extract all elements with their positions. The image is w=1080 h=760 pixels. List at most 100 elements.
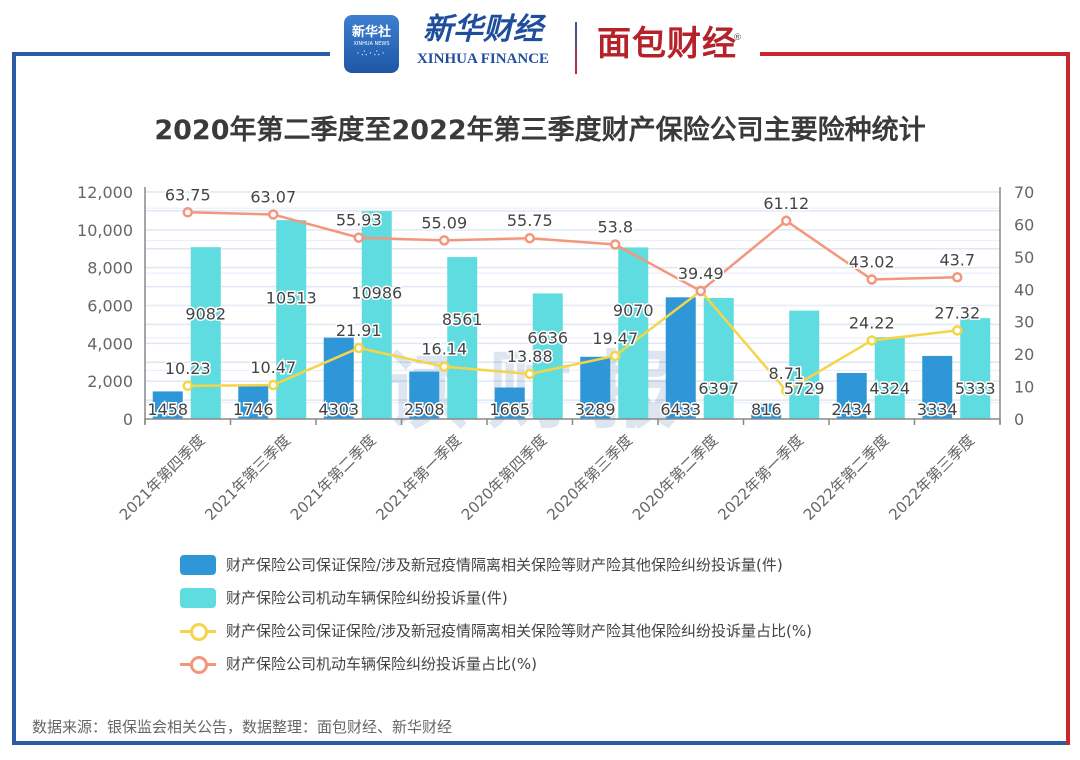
- legend-item-vehicle-share[interactable]: 财产保险公司机动车辆保险纠纷投诉量占比(%): [180, 647, 812, 680]
- right-axis-tick-label: 20: [1014, 345, 1034, 364]
- frame-left-border: [12, 52, 16, 745]
- line-point: [182, 207, 193, 218]
- legend-item-guarantee-count[interactable]: 财产保险公司保证保险/涉及新冠疫情隔离相关保险等财产险其他保险纠纷投诉量(件): [180, 548, 812, 581]
- bar-guarantee-value-label: 2508: [404, 400, 445, 419]
- line-point: [781, 385, 792, 397]
- bar-vehicle-value-label: 5333: [955, 379, 996, 398]
- line-guarantee-value-label: 39.49: [678, 264, 724, 283]
- right-axis-tick-label: 60: [1014, 215, 1034, 234]
- legend-item-guarantee-share[interactable]: 财产保险公司保证保险/涉及新冠疫情隔离相关保险等财产险其他保险纠纷投诉量占比(%…: [180, 614, 812, 647]
- x-axis-category-label: 2020年第四季度: [458, 431, 551, 524]
- xinhua-news-logo-cn: 新华社: [351, 25, 391, 40]
- right-axis-tick-label: 30: [1014, 313, 1034, 332]
- data-source-note: 数据来源：银保监会相关公告，数据整理：面包财经、新华财经: [32, 718, 453, 736]
- bar-vehicle-value-label: 8561: [442, 310, 483, 329]
- x-axis-category-label: 2021年第三季度: [201, 431, 294, 524]
- line-point: [781, 215, 792, 227]
- bar-vehicle: [960, 318, 991, 419]
- line-guarantee-value-label: 8.71: [768, 364, 804, 383]
- line-vehicle-value-label: 53.8: [597, 218, 633, 237]
- line-point: [353, 342, 364, 354]
- x-axis-category-label: 2022年第二季度: [800, 431, 893, 524]
- line-guarantee-value-label: 24.22: [849, 313, 895, 332]
- x-axis-category-label: 2020年第三季度: [543, 431, 636, 524]
- xinhua-news-logo: 新华社 XINHUA NEWS ·∴·∴·: [344, 15, 399, 73]
- bar-vehicle-value-label: 9070: [613, 301, 654, 320]
- bar-guarantee-value-label: 816: [751, 400, 782, 419]
- line-vehicle-value-label: 55.09: [421, 213, 467, 232]
- x-axis-category-label: 2021年第一季度: [372, 431, 465, 524]
- bar-guarantee: [836, 372, 867, 419]
- line-point: [439, 361, 450, 372]
- xinhua-news-logo-en: XINHUA NEWS: [353, 41, 390, 47]
- left-axis-tick-label: 4,000: [87, 334, 133, 353]
- bar-vehicle-value-label: 10513: [266, 289, 317, 308]
- line-point: [524, 232, 535, 244]
- bar-vehicle-value-label: 6397: [698, 379, 739, 398]
- left-axis-tick-label: 8,000: [87, 259, 133, 278]
- line-point: [866, 274, 877, 285]
- x-axis-category-label: 2020年第二季度: [629, 431, 722, 524]
- line-guarantee-value-label: 13.88: [507, 347, 553, 366]
- bar-guarantee-value-label: 1665: [489, 400, 530, 419]
- legend-label: 财产保险公司机动车辆保险纠纷投诉量占比(%): [226, 655, 537, 673]
- bar-guarantee: [152, 391, 183, 419]
- bar-guarantee-value-label: 1458: [147, 400, 188, 419]
- legend-label: 财产保险公司机动车辆保险纠纷投诉量(件): [226, 589, 508, 607]
- bar-guarantee-value-label: 6433: [660, 400, 701, 419]
- mianbao-finance-logo: 面包财经 ®: [597, 22, 742, 66]
- line-vehicle-value-label: 61.12: [763, 194, 809, 213]
- line-point: [439, 235, 450, 246]
- bar-vehicle-value-label: 9082: [185, 304, 226, 323]
- x-axis-category-label: 2022年第三季度: [885, 431, 978, 524]
- bar-vehicle: [190, 247, 221, 419]
- bar-guarantee: [409, 371, 440, 419]
- frame-top-right-border: [760, 52, 1070, 56]
- bar-vehicle: [789, 310, 820, 419]
- right-axis-tick-label: 50: [1014, 248, 1034, 267]
- line-point: [268, 209, 279, 220]
- legend-line-marker-orange-icon: [180, 654, 216, 674]
- bar-vehicle-value-label: 6636: [527, 329, 568, 348]
- legend-line-marker-yellow-icon: [180, 621, 216, 641]
- right-axis-tick-label: 10: [1014, 378, 1034, 397]
- line-guarantee-value-label: 10.23: [165, 359, 211, 378]
- network-dots-icon: ·∴·∴·: [356, 49, 387, 59]
- line-point: [610, 239, 621, 250]
- chart-title: 2020年第二季度至2022年第三季度财产保险公司主要险种统计: [154, 115, 926, 146]
- legend-item-vehicle-count[interactable]: 财产保险公司机动车辆保险纠纷投诉量(件): [180, 581, 812, 614]
- line-point: [268, 379, 279, 391]
- bar-guarantee: [665, 297, 696, 419]
- legend: 财产保险公司保证保险/涉及新冠疫情隔离相关保险等财产险其他保险纠纷投诉量(件) …: [180, 548, 812, 680]
- line-guarantee-value-label: 10.47: [250, 358, 296, 377]
- bar-guarantee-value-label: 3334: [917, 400, 958, 419]
- right-axis-tick-label: 70: [1014, 183, 1034, 202]
- bar-guarantee-value-label: 3289: [575, 400, 616, 419]
- line-point: [866, 335, 877, 346]
- registered-mark: ®: [733, 33, 743, 43]
- frame-bottom-border: [12, 741, 1070, 745]
- bar-guarantee: [238, 385, 269, 419]
- line-point: [695, 285, 706, 297]
- line-guarantee-value-label: 19.47: [592, 329, 638, 348]
- line-vehicle-value-label: 55.93: [336, 211, 382, 230]
- line-point: [952, 325, 963, 336]
- bar-guarantee-value-label: 4303: [318, 400, 359, 419]
- bar-vehicle: [447, 257, 478, 419]
- bar-vehicle-value-label: 4324: [869, 379, 910, 398]
- line-guarantee-value-label: 16.14: [421, 340, 467, 359]
- bar-vehicle-value-label: 5729: [784, 379, 825, 398]
- left-axis-tick-label: 10,000: [77, 221, 133, 240]
- mianbao-finance-logo-text: 面包财经: [597, 24, 737, 64]
- bar-vehicle: [532, 293, 563, 419]
- bar-guarantee-value-label: 1746: [233, 400, 274, 419]
- line-guarantee-value-label: 27.32: [934, 303, 980, 322]
- line-vehicle-share: [187, 211, 958, 293]
- line-point: [524, 368, 535, 380]
- bar-guarantee: [494, 387, 525, 419]
- legend-swatch-teal: [180, 587, 216, 608]
- xinhua-finance-logo-cn: 新华财经: [423, 12, 543, 47]
- legend-swatch-blue: [180, 554, 216, 575]
- line-vehicle-value-label: 55.75: [507, 211, 553, 230]
- bar-vehicle: [874, 337, 905, 419]
